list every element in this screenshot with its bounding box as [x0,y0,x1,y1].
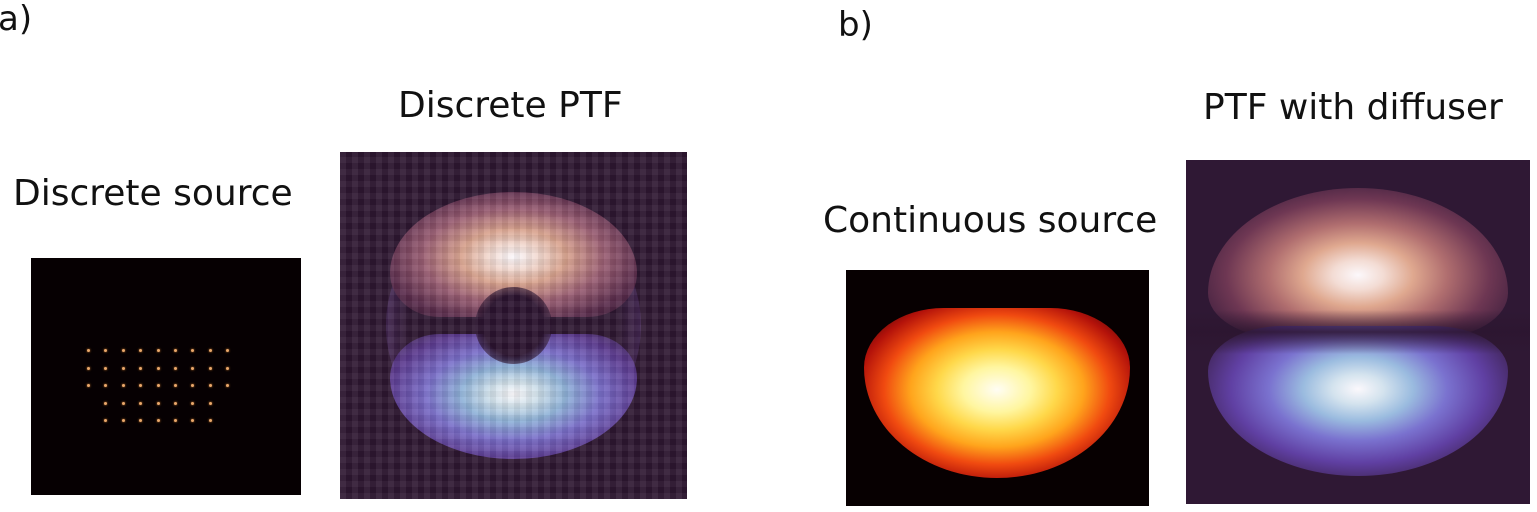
source-point [121,401,125,405]
source-point [104,384,108,387]
source-point [174,401,177,405]
source-point [104,349,108,352]
discrete-ptf-image [340,152,687,499]
source-point [156,419,160,422]
source-point [174,384,177,387]
source-point [208,366,212,370]
source-point [174,349,177,352]
source-point [174,366,177,370]
ptf-diffuser-dark-band [1186,310,1530,354]
source-point [139,366,143,370]
source-point [156,384,160,387]
source-point [104,419,108,422]
source-point [226,384,230,387]
source-point [139,349,143,352]
ptf-diffuser-image [1186,160,1530,504]
panel-a-label: a) [0,0,33,39]
ptf-discrete-texture [340,152,687,499]
source-point [191,401,195,405]
source-point [87,366,90,370]
source-point [208,401,212,405]
source-point [87,349,90,352]
discrete-source-image [31,258,301,495]
source-point [121,384,125,387]
source-point [139,384,143,387]
source-point [121,419,125,422]
source-point [104,366,108,370]
continuous-source-title: Continuous source [823,200,1158,241]
source-point [191,419,195,422]
source-point [191,366,195,370]
discrete-ptf-title: Discrete PTF [398,85,623,126]
source-point [104,401,108,405]
source-point [208,419,212,422]
source-point [226,366,230,370]
source-point [191,384,195,387]
source-point [174,419,177,422]
source-point [139,401,143,405]
source-point [191,349,195,352]
continuous-source-blob [864,308,1130,478]
source-point [156,366,160,370]
source-point [208,349,212,352]
ptf-center-hole [475,287,552,364]
discrete-source-title: Discrete source [13,173,293,214]
continuous-source-image [846,270,1149,506]
source-point [156,401,160,405]
source-point [208,384,212,387]
source-point [121,349,125,352]
source-point [87,384,90,387]
source-point [226,349,230,352]
panel-b-label: b) [838,5,873,45]
source-point [156,349,160,352]
source-point [139,419,143,422]
ptf-diffuser-title: PTF with diffuser [1203,87,1503,128]
source-point [121,366,125,370]
